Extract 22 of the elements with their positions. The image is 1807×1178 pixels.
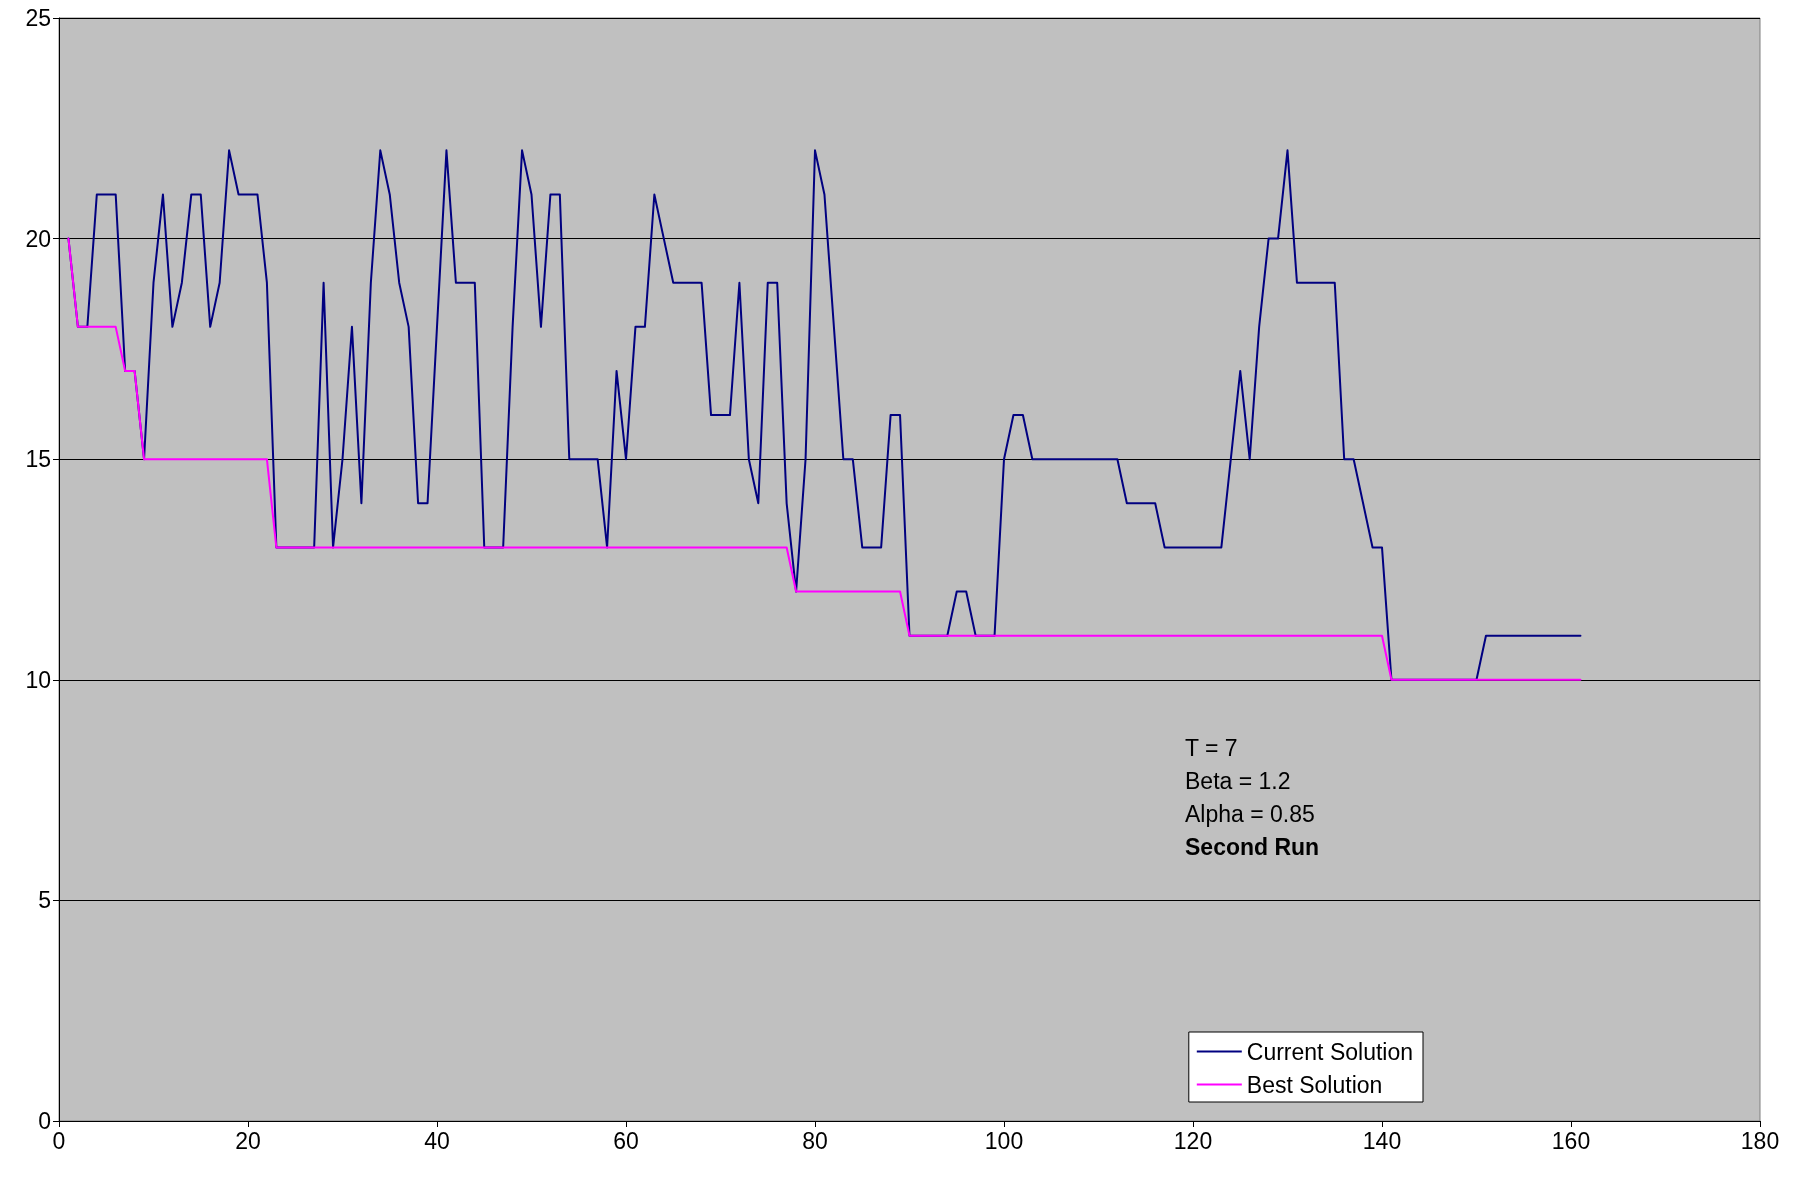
x-tick-label: 120 <box>1173 1127 1213 1154</box>
annotation: Second Run <box>1185 833 1320 860</box>
x-tick-label: 160 <box>1551 1127 1591 1154</box>
y-tick-label: 10 <box>25 666 51 693</box>
x-tick-label: 140 <box>1362 1127 1402 1154</box>
line-series <box>67 237 1582 681</box>
y-tick-label: 25 <box>25 5 51 31</box>
x-tick-label: 80 <box>802 1127 828 1154</box>
x-tick-label: 40 <box>424 1127 450 1154</box>
x-tick-label: 20 <box>235 1127 261 1154</box>
x-tick-label: 60 <box>613 1127 639 1154</box>
annotation: T = 7 <box>1185 734 1238 761</box>
legend-label: Current Solution <box>1246 1038 1413 1065</box>
x-tick-label: 180 <box>1740 1127 1780 1154</box>
x-tick-label: 100 <box>984 1127 1024 1154</box>
y-tick-label: 5 <box>38 887 51 914</box>
y-tick-label: 20 <box>25 225 51 252</box>
annotation: Beta = 1.2 <box>1185 767 1291 794</box>
annotation: Alpha = 0.85 <box>1185 800 1315 827</box>
y-tick-label: 0 <box>38 1108 51 1134</box>
y-tick-label: 15 <box>25 446 51 473</box>
legend-label: Best Solution <box>1246 1071 1383 1098</box>
